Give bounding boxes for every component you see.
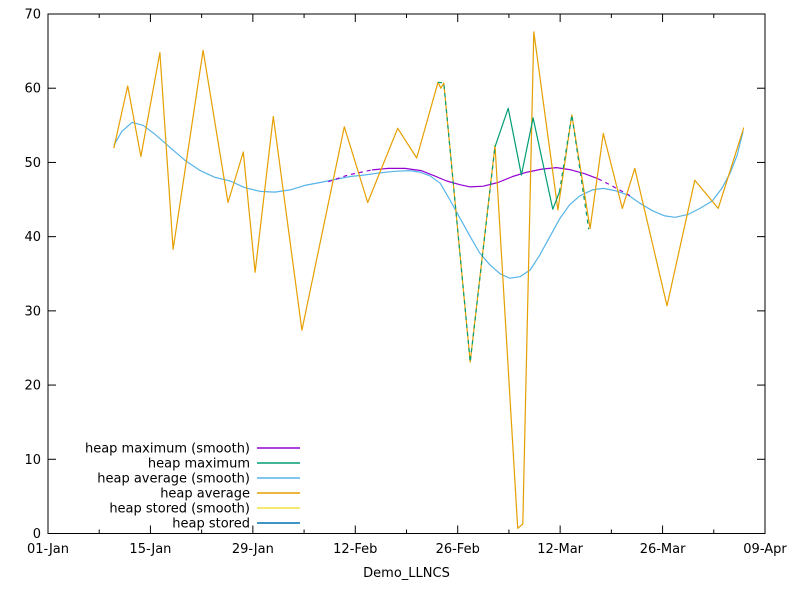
series-line-heap-maximum [558,114,590,230]
x-tick-label: 01-Jan [27,542,69,557]
y-tick-label: 30 [24,304,41,319]
y-tick-label: 20 [24,379,41,394]
y-tick-label: 50 [24,156,41,171]
x-axis-title: Demo_LLNCS [363,566,450,581]
x-tick-label: 26-Mar [640,542,686,557]
y-tick-label: 60 [24,82,41,97]
y-tick-label: 70 [24,8,41,23]
x-axis-ticks: 01-Jan 15-Jan 29-Jan 12-Feb 26-Feb 12-Mar 26-M… [27,14,787,557]
series-line-heap-average [113,31,745,529]
legend-label-heap-maximum: heap maximum [148,457,250,472]
x-tick-label: 12-Feb [333,542,377,557]
series-line-heap-maximum-smooth [597,178,633,198]
legend-label-heap-average: heap average [160,487,250,502]
x-tick-label: 15-Jan [129,542,171,557]
y-axis-ticks: 0 10 20 30 40 50 60 70 [24,8,765,542]
x-tick-label: 29-Jan [232,542,274,557]
legend-label-heap-stored: heap stored [172,517,250,532]
x-tick-label: 12-Mar [537,542,583,557]
series-line-heap-maximum [494,107,560,210]
x-tick-label: 09-Apr [743,542,787,557]
y-tick-label: 10 [24,453,41,468]
legend-label-heap-maximum-smooth: heap maximum (smooth) [85,442,250,457]
y-tick-label: 0 [33,527,41,542]
series-line-heap-maximum [437,81,496,363]
series-line-heap-average-smooth [113,121,744,279]
x-tick-label: 26-Feb [436,542,480,557]
legend-label-heap-stored-smooth: heap stored (smooth) [109,502,250,517]
series-line-heap-maximum-smooth [372,167,599,188]
legend-label-heap-average-smooth: heap average (smooth) [97,472,250,487]
y-tick-label: 40 [24,230,41,245]
series-lines [113,31,745,529]
